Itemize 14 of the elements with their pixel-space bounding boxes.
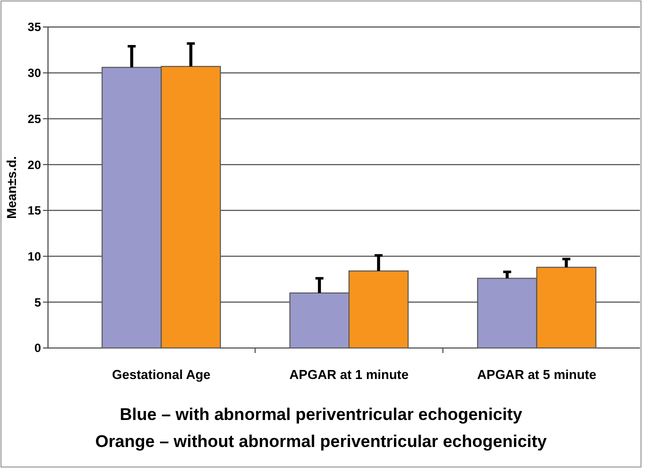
y-tick-label: 30: [28, 66, 42, 80]
y-tick-label: 10: [28, 249, 42, 264]
y-axis-title: Mean±s.d.: [4, 156, 19, 219]
y-tick-label: 25: [28, 112, 42, 126]
text: Orange – without abnormal periventricular echogenicity: [95, 432, 548, 451]
text: Blue – with abnormal periventricular echogenicity: [120, 405, 523, 424]
y-tick-label: 5: [34, 295, 42, 310]
x-tick-label: Gestational Age: [112, 367, 210, 382]
x-tick-label: APGAR at 1 minute: [289, 367, 409, 382]
x-tick-label: APGAR at 5 minute: [477, 367, 596, 382]
y-tick-label: 35: [28, 20, 42, 34]
y-tick-label: 20: [28, 158, 42, 172]
y-tick-label: 15: [28, 204, 42, 218]
y-tick-label: 0: [34, 341, 42, 356]
